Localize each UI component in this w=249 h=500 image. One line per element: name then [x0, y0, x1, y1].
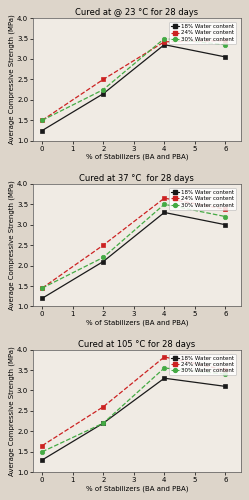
Y-axis label: Average Compressive Strength (MPa): Average Compressive Strength (MPa): [8, 14, 15, 144]
X-axis label: % of Stabilizers (BA and PBA): % of Stabilizers (BA and PBA): [86, 320, 188, 326]
X-axis label: % of Stabilizers (BA and PBA): % of Stabilizers (BA and PBA): [86, 154, 188, 160]
Y-axis label: Average Compressive Strength (MPa): Average Compressive Strength (MPa): [8, 180, 15, 310]
Legend: 18% Water content, 24% Water content, 30% Water content: 18% Water content, 24% Water content, 30…: [169, 22, 236, 44]
Title: Cured at @ 23 °C for 28 days: Cured at @ 23 °C for 28 days: [75, 8, 198, 18]
X-axis label: % of Stabilizers (BA and PBA): % of Stabilizers (BA and PBA): [86, 485, 188, 492]
Legend: 18% Water content, 24% Water content, 30% Water content: 18% Water content, 24% Water content, 30…: [169, 188, 236, 210]
Title: Cured at 105 °C for 28 days: Cured at 105 °C for 28 days: [78, 340, 195, 349]
Title: Cured at 37 °C  for 28 days: Cured at 37 °C for 28 days: [79, 174, 194, 183]
Y-axis label: Average Compressive Strength (MPa): Average Compressive Strength (MPa): [8, 346, 15, 476]
Legend: 18% Water content, 24% Water content, 30% Water content: 18% Water content, 24% Water content, 30…: [169, 354, 236, 376]
